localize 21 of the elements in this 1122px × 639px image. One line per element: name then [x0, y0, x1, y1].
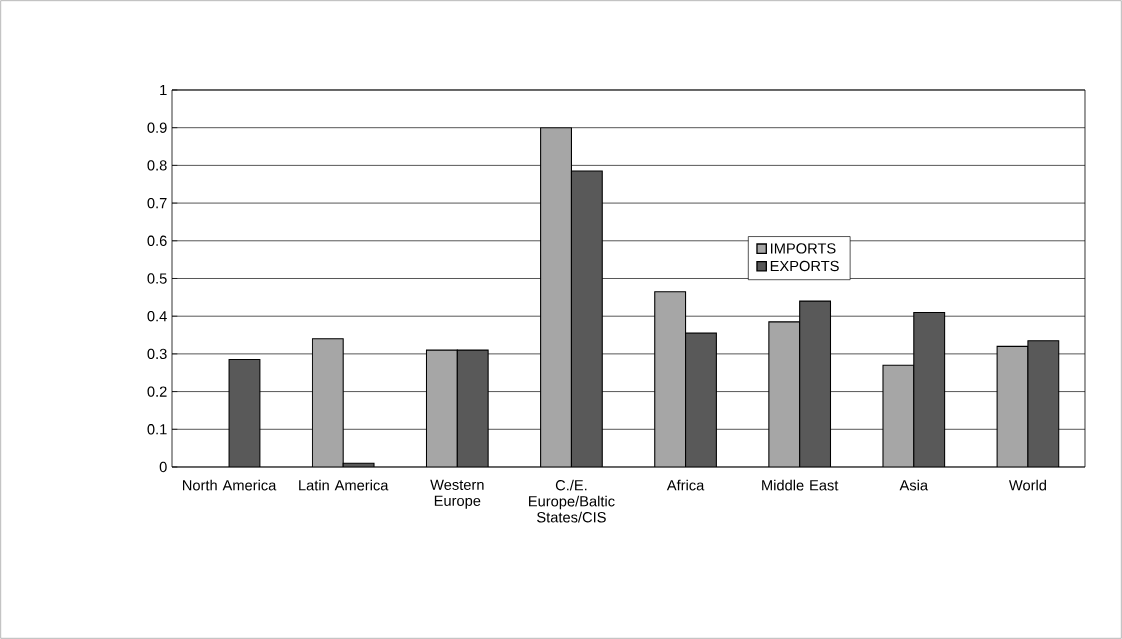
- x-tick-label: Asia: [899, 479, 929, 491]
- x-tick-label: World: [1008, 479, 1046, 491]
- y-tick-label: 0.4: [147, 311, 167, 322]
- x-tick-label: C./E. Europe/Baltic States/CIS: [529, 479, 615, 523]
- legend-label: EXPORTS: [770, 260, 839, 272]
- y-tick-label: 0.7: [147, 197, 167, 209]
- y-tick-label: 0.9: [147, 122, 167, 133]
- y-tick-label: 0.8: [147, 160, 167, 171]
- x-tick-label: Middle East: [762, 479, 839, 491]
- y-tick-label: 0.5: [147, 273, 167, 284]
- x-tick-label: North America: [183, 479, 277, 491]
- y-tick-label: 1: [160, 84, 167, 96]
- y-tick-label: 0.2: [147, 386, 167, 397]
- y-tick-label: 0.3: [147, 348, 167, 360]
- y-tick-label: 0: [159, 461, 167, 473]
- y-tick-label: 0.1: [147, 424, 167, 435]
- x-tick-label: Africa: [666, 479, 705, 491]
- y-tick-label: 0.6: [147, 235, 167, 246]
- x-tick-label: Western Europe: [430, 479, 484, 509]
- x-tick-label: Latin America: [299, 479, 389, 491]
- legend-label: IMPORTS: [771, 243, 836, 254]
